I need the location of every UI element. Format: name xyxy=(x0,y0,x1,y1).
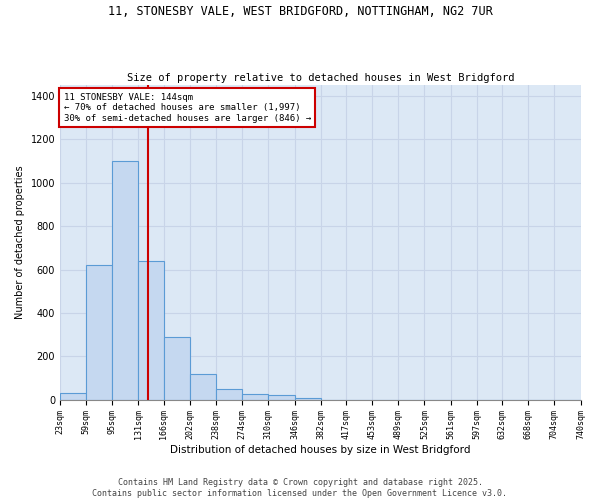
Bar xyxy=(216,389,242,400)
Title: Size of property relative to detached houses in West Bridgford: Size of property relative to detached ho… xyxy=(127,73,514,83)
Bar xyxy=(60,393,86,400)
Bar xyxy=(242,394,268,400)
Bar xyxy=(164,337,190,400)
Bar xyxy=(112,161,139,400)
Bar xyxy=(139,261,164,400)
Text: 11, STONESBY VALE, WEST BRIDGFORD, NOTTINGHAM, NG2 7UR: 11, STONESBY VALE, WEST BRIDGFORD, NOTTI… xyxy=(107,5,493,18)
X-axis label: Distribution of detached houses by size in West Bridgford: Distribution of detached houses by size … xyxy=(170,445,470,455)
Bar xyxy=(86,265,112,400)
Y-axis label: Number of detached properties: Number of detached properties xyxy=(15,166,25,320)
Bar xyxy=(268,396,295,400)
Text: 11 STONESBY VALE: 144sqm
← 70% of detached houses are smaller (1,997)
30% of sem: 11 STONESBY VALE: 144sqm ← 70% of detach… xyxy=(64,93,311,122)
Text: Contains HM Land Registry data © Crown copyright and database right 2025.
Contai: Contains HM Land Registry data © Crown c… xyxy=(92,478,508,498)
Bar xyxy=(190,374,216,400)
Bar xyxy=(295,398,320,400)
